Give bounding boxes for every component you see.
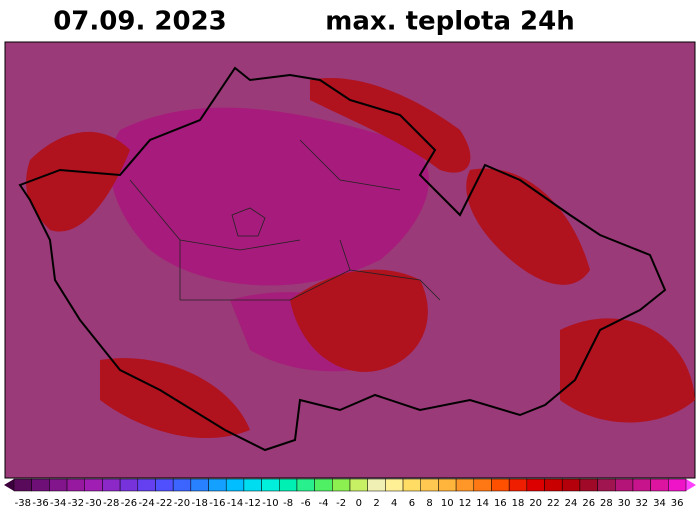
hot-region	[310, 78, 471, 173]
scale-swatch	[314, 478, 333, 492]
scale-swatch	[296, 478, 315, 492]
scale-swatch	[579, 478, 598, 492]
scale-label: -28	[103, 498, 119, 509]
color-scale: -38 -36 -34 -32 -30 -28 -26 -24 -22 -20 -18 -16 -14-…	[13, 478, 687, 509]
scale-label: 12	[459, 498, 472, 509]
scale-label: 2	[373, 498, 379, 509]
scale-swatch	[172, 478, 192, 492]
scale-swatch	[190, 478, 209, 492]
scale-label: -14	[227, 498, 243, 509]
hot-region	[290, 269, 428, 372]
scale-label: 4	[391, 498, 397, 509]
scale-label: -12	[245, 498, 261, 509]
scale-label: 24	[565, 498, 578, 509]
scale-label: 26	[582, 498, 595, 509]
scale-label: -30	[85, 498, 101, 509]
scale-label: 30	[618, 498, 631, 509]
scale-swatch	[13, 478, 32, 492]
scale-swatch	[473, 478, 492, 492]
scale-label: -22	[156, 498, 172, 509]
scale-label: -36	[32, 498, 48, 509]
scale-swatch	[261, 478, 280, 492]
scale-swatch	[491, 478, 510, 492]
scale-label: 6	[409, 498, 415, 509]
title: max. teplota 24h	[325, 7, 575, 37]
scale-swatch	[102, 478, 121, 492]
country-border	[18, 66, 667, 452]
prague-border	[231, 207, 266, 237]
scale-label: -20	[174, 498, 190, 509]
scale-swatch	[84, 478, 103, 492]
scale-swatch	[49, 478, 68, 492]
date: 07.09. 2023	[53, 7, 227, 37]
scale-swatch	[119, 478, 139, 492]
scale-swatch	[279, 478, 298, 492]
scale-swatch	[137, 478, 156, 492]
scale-label: -18	[192, 498, 208, 509]
scale-label: 10	[441, 498, 454, 509]
scale-arrow-right	[686, 479, 696, 491]
warm-region	[110, 107, 429, 286]
scale-label: -38	[15, 498, 31, 509]
scale-label: 18	[512, 498, 525, 509]
scale-swatch	[561, 478, 581, 492]
scale-swatch	[243, 478, 262, 492]
scale-label: 28	[600, 498, 613, 509]
scale-label: 36	[671, 498, 684, 509]
scale-swatch	[31, 478, 50, 492]
scale-swatch	[632, 478, 651, 492]
scale-swatch	[455, 478, 475, 492]
scale-label: -34	[50, 498, 66, 509]
scale-label: 20	[529, 498, 542, 509]
scale-label: 32	[635, 498, 648, 509]
scale-label: 0	[356, 498, 362, 509]
scale-swatch	[420, 478, 439, 492]
scale-label: 16	[494, 498, 507, 509]
scale-swatch	[668, 478, 687, 492]
map	[4, 41, 696, 479]
scale-swatch	[544, 478, 563, 492]
scale-label: -16	[209, 498, 225, 509]
scale-label: -32	[68, 498, 84, 509]
scale-swatch	[526, 478, 545, 492]
scale-swatch	[349, 478, 368, 492]
scale-swatch	[367, 478, 386, 492]
scale-label: -26	[121, 498, 137, 509]
scale-label: -8	[283, 498, 293, 509]
scale-swatch	[225, 478, 245, 492]
scale-label: -10	[262, 498, 278, 509]
scale-swatch	[385, 478, 404, 492]
scale-label: -2	[336, 498, 346, 509]
scale-swatch	[155, 478, 174, 492]
scale-swatch	[402, 478, 421, 492]
scale-swatch	[438, 478, 457, 492]
hot-region	[26, 131, 131, 232]
scale-swatch	[597, 478, 616, 492]
scale-swatch	[615, 478, 634, 492]
scale-label: 14	[476, 498, 489, 509]
region-borders	[129, 139, 441, 301]
hot-region	[466, 168, 590, 285]
scale-swatch	[332, 478, 351, 492]
scale-swatch	[508, 478, 528, 492]
scale-label: 8	[426, 498, 432, 509]
scale-swatch	[66, 478, 85, 492]
scale-label: 22	[547, 498, 560, 509]
scale-label: -6	[301, 498, 311, 509]
scale-label: -4	[318, 498, 328, 509]
scale-swatch	[650, 478, 669, 492]
scale-label: 34	[653, 498, 666, 509]
scale-label: -24	[138, 498, 154, 509]
scale-swatch	[208, 478, 227, 492]
scale-arrow-left	[4, 479, 14, 491]
